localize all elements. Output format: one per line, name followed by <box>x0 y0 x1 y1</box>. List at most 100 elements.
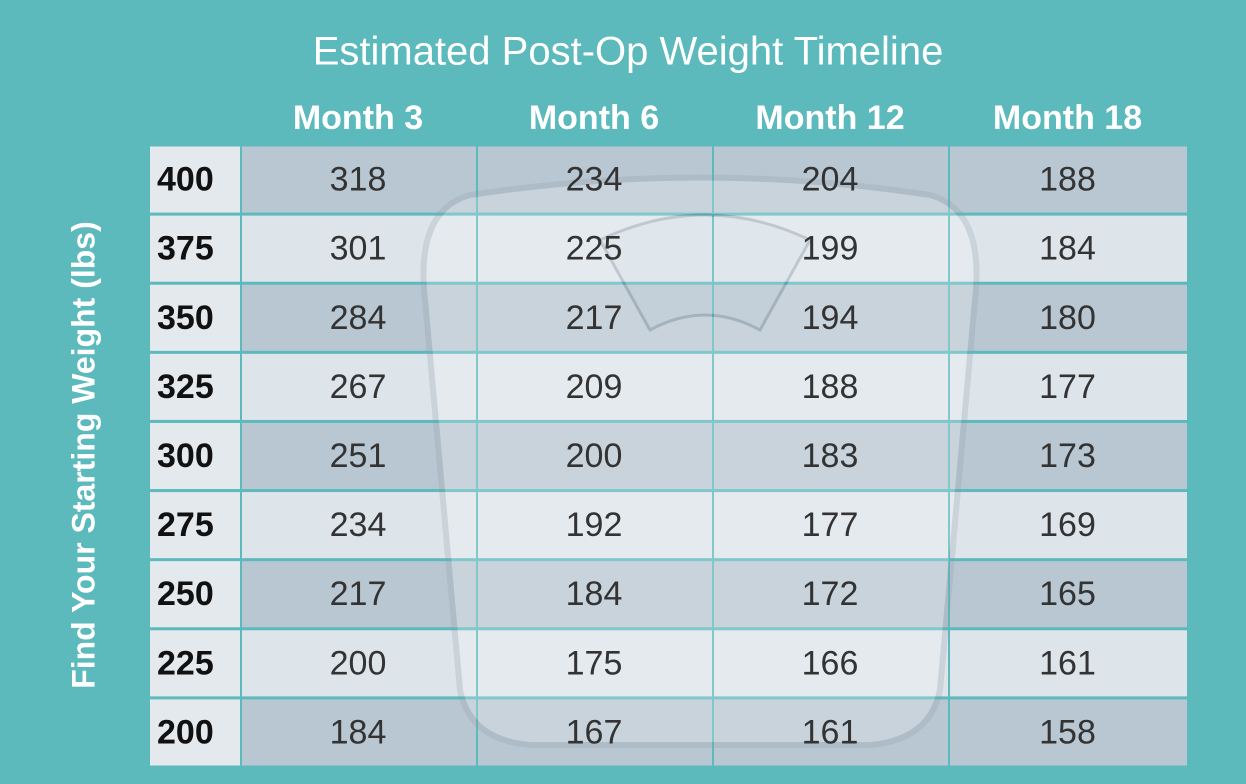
cell-value: 200 <box>330 644 387 682</box>
cell <box>950 215 1187 282</box>
cell <box>950 353 1187 420</box>
row-label: 375 <box>157 230 214 268</box>
scale-dial <box>597 213 813 333</box>
row-label: 325 <box>157 368 214 406</box>
cell-value: 184 <box>1039 230 1096 268</box>
side-label: Find Your Starting Weight (lbs) <box>65 221 101 689</box>
cell <box>478 630 712 697</box>
cell <box>150 630 240 697</box>
cell <box>150 284 240 351</box>
cell-value: 184 <box>330 713 387 751</box>
cell <box>242 146 476 213</box>
cell-value: 167 <box>566 713 623 751</box>
column-header: Month 18 <box>993 99 1142 137</box>
cell <box>150 146 240 213</box>
cell <box>714 284 948 351</box>
cell <box>714 215 948 282</box>
cell-value: 209 <box>566 368 623 406</box>
cell <box>714 492 948 559</box>
row-label: 400 <box>157 161 214 199</box>
cell <box>714 422 948 490</box>
cell <box>950 699 1187 766</box>
cell <box>478 699 712 766</box>
cell-value: 166 <box>802 644 859 682</box>
cell <box>242 353 476 420</box>
cell <box>150 422 240 490</box>
cell <box>150 353 240 420</box>
row-label: 300 <box>157 437 214 475</box>
cell <box>714 699 948 766</box>
row-label: 200 <box>157 713 214 751</box>
cell <box>478 492 712 559</box>
cell-value: 175 <box>566 644 623 682</box>
cell <box>242 630 476 697</box>
cell <box>242 561 476 628</box>
cell <box>714 353 948 420</box>
cell <box>478 353 712 420</box>
cell-value: 169 <box>1039 506 1096 544</box>
cell-value: 158 <box>1039 713 1096 751</box>
cell-value: 284 <box>330 299 387 337</box>
column-header: Month 12 <box>755 99 904 137</box>
scale-body <box>420 174 980 748</box>
cell-value: 194 <box>802 299 859 337</box>
cell-value: 199 <box>802 230 859 268</box>
cell-value: 251 <box>330 437 387 475</box>
cell <box>478 561 712 628</box>
cell <box>150 492 240 559</box>
cell <box>478 215 712 282</box>
cell <box>950 561 1187 628</box>
cell <box>714 630 948 697</box>
table <box>150 146 1187 766</box>
cell <box>950 422 1187 490</box>
cell-value: 177 <box>802 506 859 544</box>
cell-value: 165 <box>1039 575 1096 613</box>
cell-value: 184 <box>566 575 623 613</box>
cell-value: 183 <box>802 437 859 475</box>
row-label: 250 <box>157 575 214 613</box>
cell <box>714 146 948 213</box>
cell-value: 161 <box>802 713 859 751</box>
cell-value: 217 <box>566 299 623 337</box>
cell <box>150 561 240 628</box>
cell <box>242 422 476 490</box>
cell <box>150 215 240 282</box>
table-text: Month 3 Month 6 Month 12 Month 18 400 318 234 2… <box>157 99 1142 751</box>
row-label: 275 <box>157 506 214 544</box>
cell <box>242 699 476 766</box>
cell <box>150 699 240 766</box>
cell <box>950 146 1187 213</box>
row-label: 225 <box>157 644 214 682</box>
cell-value: 173 <box>1039 437 1096 475</box>
cell-value: 301 <box>330 230 387 268</box>
column-header: Month 3 <box>293 99 423 137</box>
column-header: Month 6 <box>529 99 659 137</box>
cell-value: 217 <box>330 575 387 613</box>
cell <box>950 284 1187 351</box>
cell-value: 318 <box>330 161 387 199</box>
cell-value: 204 <box>802 161 859 199</box>
cell <box>950 630 1187 697</box>
cell-value: 172 <box>802 575 859 613</box>
cell <box>950 492 1187 559</box>
row-label: 350 <box>157 299 214 337</box>
cell <box>478 284 712 351</box>
cell-value: 180 <box>1039 299 1096 337</box>
cell-value: 234 <box>566 161 623 199</box>
scale-watermark <box>420 174 980 748</box>
cell-value: 177 <box>1039 368 1096 406</box>
cell-value: 225 <box>566 230 623 268</box>
cell <box>242 492 476 559</box>
cell-value: 188 <box>1039 161 1096 199</box>
cell <box>242 215 476 282</box>
cell <box>478 146 712 213</box>
cell-value: 192 <box>566 506 623 544</box>
cell-value: 200 <box>566 437 623 475</box>
cell <box>714 561 948 628</box>
cell <box>478 422 712 490</box>
cell-value: 234 <box>330 506 387 544</box>
cell-value: 161 <box>1039 644 1096 682</box>
title: Estimated Post-Op Weight Timeline <box>313 30 944 74</box>
